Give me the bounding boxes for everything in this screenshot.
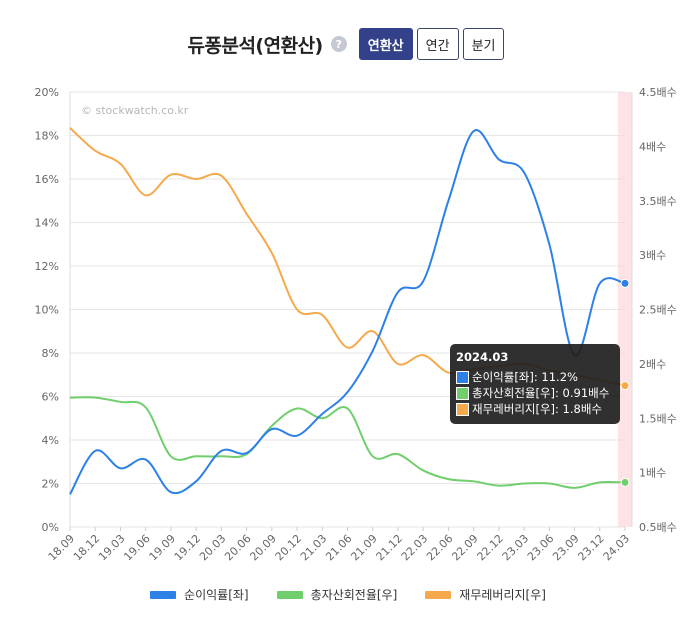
y-right-tick-label: 4배수 — [639, 140, 666, 153]
x-tick-label: 22.03 — [399, 532, 430, 563]
x-tick-label: 19.06 — [121, 532, 152, 563]
x-tick-label: 20.06 — [222, 532, 253, 563]
tooltip-title: 2024.03 — [456, 350, 509, 364]
y-left-tick-label: 20% — [35, 86, 59, 99]
axes: 0% 2% 4% 6% 8% 10% 12% 14% 16% 18% 20% 0.5배수 1배수 1.5배… — [35, 86, 677, 563]
y-right-tick-label: 0.5배수 — [639, 521, 677, 534]
tooltip-text-asset-turnover: 총자산회전율[우]: 0.91배수 — [472, 386, 610, 400]
x-tick-label: 21.12 — [374, 532, 405, 563]
x-tick-label: 20.12 — [273, 532, 304, 563]
y-left-tick-label: 10% — [35, 304, 59, 317]
legend-label-net-margin: 순이익률[좌] — [184, 588, 249, 602]
y-left-tick-label: 16% — [35, 173, 59, 186]
x-tick-label: 21.03 — [298, 532, 329, 563]
x-tick-label: 19.09 — [147, 532, 178, 563]
y-left-tick-label: 8% — [42, 347, 59, 360]
chart-header: 듀퐁분석(연환산) ? 연환산 연간 분기 — [0, 27, 696, 61]
y-right-tick-label: 1배수 — [639, 467, 666, 480]
y-left-tick-label: 4% — [42, 434, 59, 447]
tab-quarterly[interactable]: 분기 — [462, 28, 505, 60]
legend-swatch-net-margin — [150, 590, 177, 599]
highlight-band — [618, 92, 632, 527]
tooltip-text-net-margin: 순이익률[좌]: 11.2% — [472, 370, 578, 384]
highlight-band-rect — [618, 92, 632, 527]
tooltip-text-leverage: 재무레버리지[우]: 1.8배수 — [472, 402, 603, 416]
series-points — [620, 278, 630, 487]
y-left-tick-label: 12% — [35, 260, 59, 273]
x-tick-label: 23.06 — [525, 532, 556, 563]
tooltip-row-leverage: 재무레버리지[우]: 1.8배수 — [456, 401, 614, 417]
y-right-tick-label: 1.5배수 — [639, 412, 677, 425]
series-line — [69, 129, 626, 495]
x-tick-label: 22.09 — [449, 532, 480, 563]
x-tick-label: 22.06 — [424, 532, 455, 563]
series-line — [69, 396, 626, 489]
page-title: 듀퐁분석(연환산) — [187, 34, 324, 57]
tooltip-swatch-leverage — [456, 402, 469, 416]
x-tick-label: 21.09 — [348, 532, 379, 563]
tooltip-swatch-net-margin — [456, 370, 469, 384]
tab-annual[interactable]: 연간 — [416, 28, 459, 60]
legend-item-asset-turnover[interactable]: 총자산회전율[우] — [276, 586, 398, 603]
legend-label-asset-turnover: 총자산회전율[우] — [310, 588, 398, 602]
y-right-tick-label: 2.5배수 — [639, 304, 677, 317]
series-end-point — [620, 278, 630, 288]
series-end-point — [620, 381, 630, 391]
legend-swatch-leverage — [425, 590, 452, 599]
x-tick-label: 23.12 — [575, 532, 606, 563]
y-left-tick-label: 2% — [42, 478, 59, 491]
y-right-tick-label: 4.5배수 — [639, 86, 677, 99]
y-right-tick-label: 2배수 — [639, 358, 666, 371]
tooltip-row-asset-turnover: 총자산회전율[우]: 0.91배수 — [456, 385, 614, 401]
series-lines — [69, 127, 626, 495]
tooltip-row-net-margin: 순이익률[좌]: 11.2% — [456, 369, 614, 385]
grid — [70, 91, 625, 528]
x-tick-label: 19.03 — [96, 532, 127, 563]
x-tick-label: 23.09 — [550, 532, 581, 563]
y-left-tick-label: 14% — [35, 217, 59, 230]
help-icon[interactable]: ? — [330, 36, 347, 52]
y-right-tick-label: 3배수 — [639, 249, 666, 262]
x-tick-label: 22.12 — [475, 532, 506, 563]
series-end-point — [620, 477, 630, 487]
x-tick-label: 19.12 — [172, 532, 203, 563]
x-tick-label: 21.06 — [323, 532, 354, 563]
x-tick-label: 23.03 — [500, 532, 531, 563]
data-tooltip: 2024.03 순이익률[좌]: 11.2% 총자산회전율[우]: 0.91배수… — [450, 344, 620, 424]
y-left-tick-label: 0% — [42, 521, 59, 534]
x-tick-label: 20.09 — [247, 532, 278, 563]
y-left-tick-label: 18% — [35, 130, 59, 143]
legend-swatch-asset-turnover — [276, 590, 303, 599]
chart-legend: 순이익률[좌] 총자산회전율[우] 재무레버리지[우] — [0, 586, 696, 603]
legend-item-leverage[interactable]: 재무레버리지[우] — [425, 586, 546, 603]
y-right-tick-label: 3.5배수 — [639, 195, 677, 208]
y-left-tick-label: 6% — [42, 391, 59, 404]
tab-annualized[interactable]: 연환산 — [358, 28, 413, 60]
tooltip-swatch-asset-turnover — [456, 386, 469, 400]
x-tick-label: 18.09 — [46, 532, 77, 563]
watermark: © stockwatch.co.kr — [81, 104, 189, 117]
legend-label-leverage: 재무레버리지[우] — [459, 588, 546, 602]
x-tick-label: 18.12 — [71, 532, 102, 563]
x-tick-label: 20.03 — [197, 532, 228, 563]
x-tick-label: 24.03 — [601, 532, 632, 563]
legend-item-net-margin[interactable]: 순이익률[좌] — [150, 586, 249, 603]
